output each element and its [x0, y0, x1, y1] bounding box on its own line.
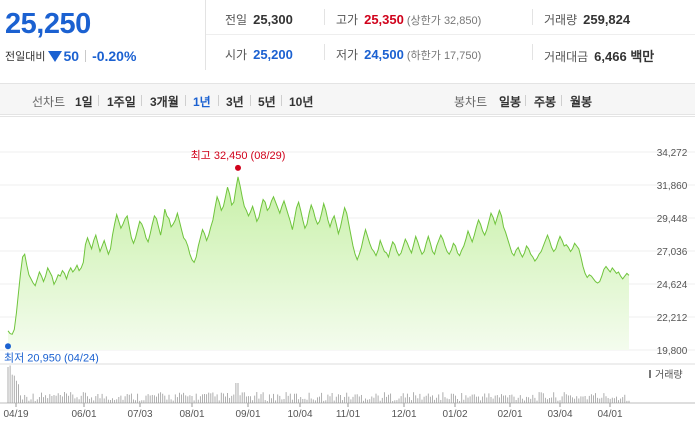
low-label: 저가 [336, 48, 359, 62]
x-tick-label: 12/01 [391, 409, 416, 420]
period-1w[interactable]: 1주일 [107, 95, 136, 109]
period-10y[interactable]: 10년 [289, 95, 314, 109]
cell-divider [324, 44, 325, 60]
prev-close-label: 전일 [225, 13, 248, 27]
quote-row-1: 전일 25,300 고가 25,350 (상한가 32,850) 거래량 259,824 [206, 0, 695, 35]
quote-summary: 25,250 전일대비 50 -0.20% [0, 0, 206, 70]
price-change: 전일대비 50 -0.20% [5, 48, 136, 64]
candle-daily[interactable]: 일봉 [499, 95, 522, 109]
candle-weekly[interactable]: 주봉 [534, 95, 557, 109]
x-tick-label: 09/01 [235, 409, 260, 420]
cell-divider [324, 9, 325, 25]
x-tick-label: 02/01 [497, 409, 522, 420]
down-triangle-icon [48, 50, 63, 62]
high-cell: 고가 25,350 (상한가 32,850) [336, 11, 481, 28]
y-tick-label: 31,860 [657, 181, 688, 192]
price-chart: 34,272 31,860 29,448 27,036 24,624 22,212 19,8… [0, 116, 695, 420]
y-tick-label: 27,036 [657, 247, 688, 258]
candle-monthly[interactable]: 월봉 [570, 95, 593, 109]
open-cell: 시가 25,200 [225, 46, 293, 63]
x-tick-label: 03/04 [547, 409, 572, 420]
y-tick-label: 19,800 [657, 346, 688, 357]
amount-value: 6,466 백만 [594, 49, 655, 64]
cell-divider [532, 9, 533, 25]
change-label: 전일대비 [5, 51, 46, 63]
line-chart-label: 선차트 [32, 95, 66, 109]
change-percent: -0.20% [92, 48, 137, 64]
period-divider [218, 95, 219, 106]
y-tick-label: 29,448 [657, 214, 688, 225]
period-divider [525, 95, 526, 106]
high-label: 고가 [336, 13, 359, 27]
cell-divider [532, 44, 533, 60]
low-value: 24,500 [364, 47, 404, 62]
volume-label: 거래량 [544, 13, 578, 27]
period-divider [561, 95, 562, 106]
x-tick-label: 01/02 [442, 409, 467, 420]
volume-label: 거래량 [655, 369, 683, 381]
high-marker [235, 164, 241, 171]
x-tick-label: 11/01 [336, 409, 361, 420]
low-marker [5, 343, 11, 350]
period-divider [185, 95, 186, 106]
high-annotation: 최고 32,450 (08/29) [191, 149, 286, 162]
x-tick-label: 10/04 [287, 409, 312, 420]
prev-close-cell: 전일 25,300 [225, 11, 293, 28]
y-tick-label: 34,272 [657, 148, 688, 159]
period-toolbar: 선차트 1일 1주일 3개월 1년 3년 5년 10년 봉차트 일봉 주봉 월봉 [0, 83, 695, 115]
amount-label: 거래대금 [544, 50, 589, 64]
price-line [7, 176, 630, 335]
period-divider [281, 95, 282, 106]
period-5y[interactable]: 5년 [258, 95, 276, 109]
change-divider [85, 50, 87, 62]
prev-close-value: 25,300 [253, 12, 293, 27]
x-tick-label: 04/01 [597, 409, 622, 420]
low-cell: 저가 24,500 (하한가 17,750) [336, 46, 481, 63]
period-divider [250, 95, 251, 106]
y-tick-label: 22,212 [657, 313, 688, 324]
period-divider [98, 95, 99, 106]
open-label: 시가 [225, 48, 248, 62]
period-divider [141, 95, 142, 106]
quote-detail-grid: 전일 25,300 고가 25,350 (상한가 32,850) 거래량 259,824… [206, 0, 695, 70]
quote-row-2: 시가 25,200 저가 24,500 (하한가 17,750) 거래대금 6,466 … [206, 35, 695, 70]
lower-limit: (하한가 17,750) [406, 50, 482, 62]
period-1y[interactable]: 1년 [193, 95, 211, 109]
volume-legend-swatch [649, 370, 651, 378]
period-3y[interactable]: 3년 [226, 95, 244, 109]
x-tick-label: 07/03 [127, 409, 152, 420]
change-value: 50 [63, 48, 80, 64]
x-tick-label: 04/19 [3, 409, 28, 420]
x-tick-label: 06/01 [71, 409, 96, 420]
low-annotation: 최저 20,950 (04/24) [4, 351, 99, 364]
x-tick-label: 08/01 [179, 409, 204, 420]
period-1d[interactable]: 1일 [75, 95, 93, 109]
price-area [8, 176, 629, 350]
volume-value: 259,824 [583, 12, 631, 27]
upper-limit: (상한가 32,850) [406, 15, 482, 27]
volume-cell: 거래량 259,824 [544, 11, 630, 28]
high-value: 25,350 [364, 12, 404, 27]
y-tick-label: 24,624 [657, 280, 688, 291]
current-price: 25,250 [5, 8, 91, 40]
candle-chart-label: 봉차트 [454, 95, 488, 109]
amount-cell: 거래대금 6,466 백만 [544, 46, 654, 65]
period-3m[interactable]: 3개월 [150, 95, 179, 109]
open-value: 25,200 [253, 47, 293, 62]
